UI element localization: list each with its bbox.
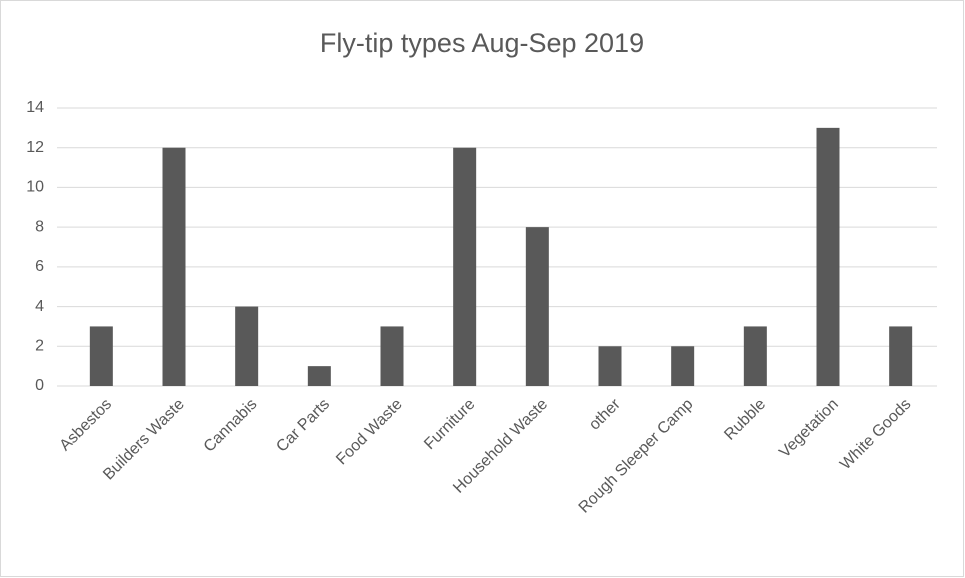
- y-tick-label: 10: [26, 179, 44, 196]
- y-tick-label: 14: [26, 99, 44, 116]
- bar: [89, 326, 113, 386]
- bar: [162, 147, 186, 386]
- y-tick-label: 2: [35, 338, 44, 355]
- y-tick-label: 4: [35, 298, 44, 315]
- bar: [235, 306, 259, 386]
- bar: [743, 326, 767, 386]
- y-tick-label: 0: [35, 377, 44, 394]
- bar: [671, 346, 695, 386]
- chart-title: Fly-tip types Aug-Sep 2019: [320, 28, 644, 58]
- bar: [889, 326, 913, 386]
- y-tick-label: 12: [26, 139, 44, 156]
- bar: [816, 127, 840, 386]
- bar: [307, 366, 331, 386]
- y-tick-label: 8: [35, 218, 44, 235]
- bar: [598, 346, 622, 386]
- y-tick-label: 6: [35, 258, 44, 275]
- bar: [525, 227, 549, 386]
- bar: [380, 326, 404, 386]
- bar: [453, 147, 477, 386]
